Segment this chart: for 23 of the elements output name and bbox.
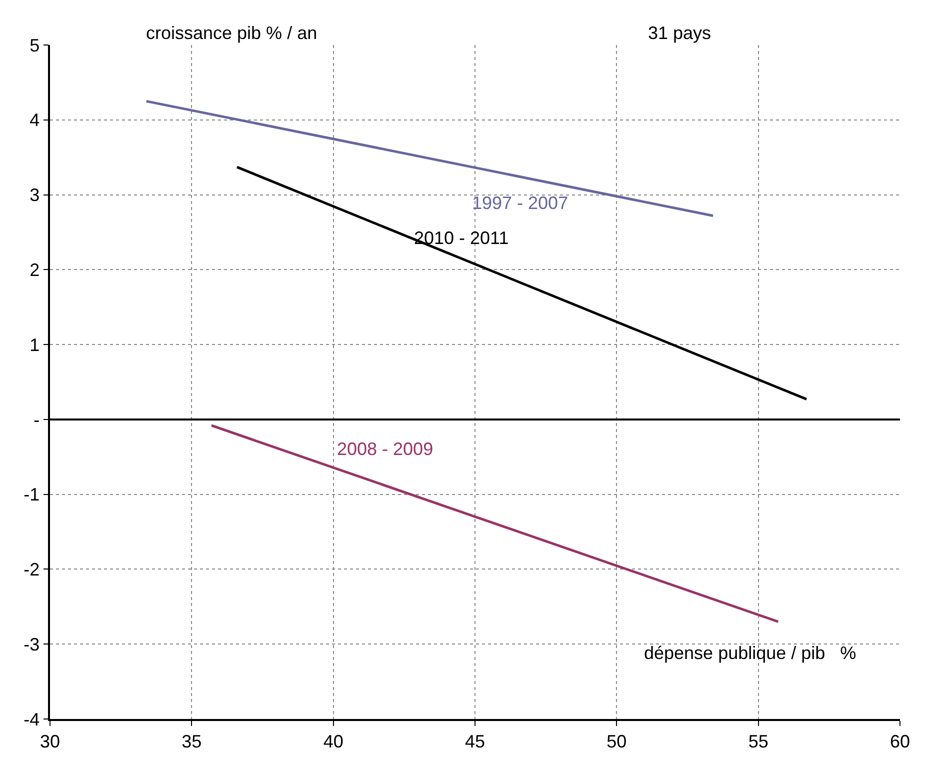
x-tick-label: 55 [748, 731, 768, 752]
y-tick-label: 3 [30, 185, 40, 206]
y-tick-label: -1 [24, 484, 40, 505]
x-tick-label: 60 [890, 731, 910, 752]
x-axis-title: dépense publique / pib % [644, 643, 856, 663]
y-tick-label: -2 [24, 560, 40, 580]
y-tick-label: -4 [24, 709, 40, 730]
y-axis-title: croissance pib % / an [146, 23, 318, 43]
y-tick-label: 5 [30, 35, 40, 56]
series-label: 2008 - 2009 [337, 439, 434, 459]
x-tick-label: 30 [40, 731, 60, 752]
y-tick-label: - [34, 410, 40, 430]
series-label: 2010 - 2011 [414, 228, 509, 248]
series-label: 1997 - 2007 [472, 193, 568, 213]
x-tick-label: 50 [606, 731, 627, 752]
x-tick-label: 35 [182, 731, 202, 752]
y-tick-label: -3 [24, 634, 40, 654]
y-tick-label: 2 [30, 260, 40, 280]
text: 31 pays [648, 23, 712, 43]
y-tick-label: 4 [30, 110, 40, 130]
x-tick-label: 40 [323, 731, 344, 752]
x-tick-label: 45 [464, 731, 486, 752]
y-tick-label: 1 [30, 334, 40, 355]
